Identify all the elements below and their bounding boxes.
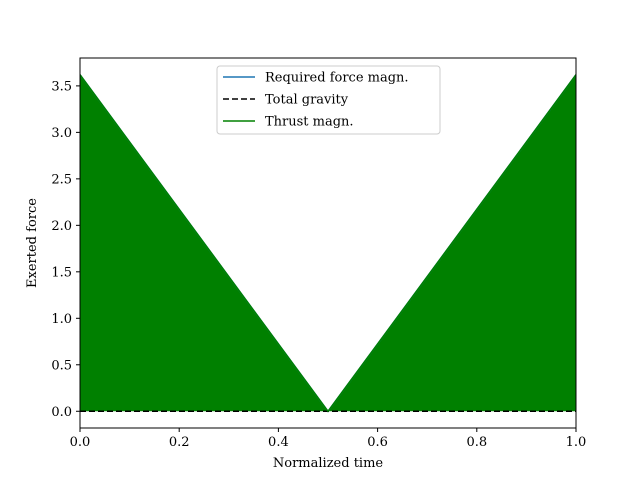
x-axis-label: Normalized time [273,456,384,471]
y-tick-label: 0.5 [51,358,72,373]
x-tick-label: 1.0 [566,435,587,450]
x-tick-label: 0.8 [466,435,487,450]
y-tick-label: 0.0 [51,405,72,420]
x-tick-label: 0.4 [268,435,289,450]
y-tick-label: 2.0 [51,219,72,234]
y-tick-label: 3.0 [51,126,72,141]
x-tick-label: 0.0 [70,435,91,450]
plot-area [79,57,577,429]
legend-label: Thrust magn. [265,115,354,130]
y-tick-label: 1.5 [51,265,72,280]
plot-content [80,74,576,413]
series-line-2 [80,74,576,413]
axes-frame [79,57,577,429]
x-tick-label: 0.2 [169,435,190,450]
y-tick-label: 2.5 [51,172,72,187]
y-tick-label: 3.5 [51,79,72,94]
y-tick-label: 1.0 [51,312,72,327]
y-axis-label: Exerted force [25,198,40,288]
legend-label: Total gravity [265,93,349,108]
x-tick-label: 0.6 [367,435,388,450]
axis-ticks: 0.0 0.2 0.4 0.6 0.8 1.0 0.0 0.5 1.0 1.5 2.0 2.5 3.0 3… [51,79,586,450]
legend-box [216,65,441,135]
legend: Required force magn. Total gravity Thrust … [216,65,441,135]
legend-label: Required force magn. [265,71,409,86]
thrust-fill-area [80,74,576,412]
